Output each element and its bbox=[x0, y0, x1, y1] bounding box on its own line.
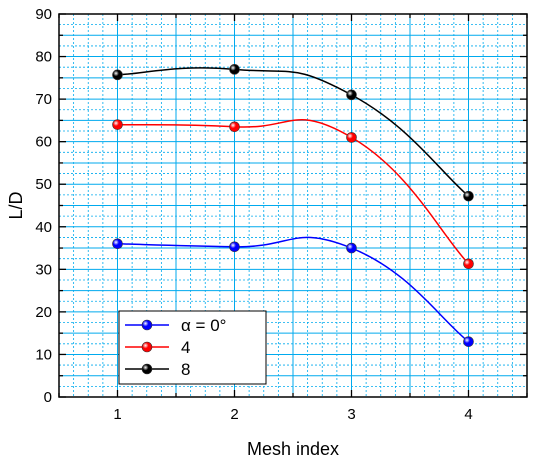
legend-marker bbox=[141, 341, 153, 353]
data-point bbox=[346, 132, 357, 143]
y-tick-label: 70 bbox=[35, 91, 52, 108]
x-tick-label: 3 bbox=[347, 406, 355, 423]
legend-label: 4 bbox=[181, 338, 190, 357]
y-tick-label: 0 bbox=[44, 389, 52, 406]
data-point bbox=[229, 121, 240, 133]
legend: α = 0° 4 8 bbox=[118, 310, 267, 385]
y-tick-label: 10 bbox=[35, 346, 52, 363]
data-point bbox=[112, 69, 123, 81]
data-point bbox=[229, 241, 240, 253]
y-tick-label: 50 bbox=[35, 176, 52, 193]
data-point bbox=[346, 89, 357, 101]
legend-marker bbox=[141, 319, 153, 331]
series-line bbox=[117, 67, 469, 197]
y-tick-label: 20 bbox=[35, 304, 52, 321]
y-tick-label: 40 bbox=[35, 219, 52, 236]
data-point bbox=[112, 119, 123, 130]
y-tick-label: 30 bbox=[35, 261, 52, 278]
data-point bbox=[229, 64, 240, 75]
x-tick-label: 1 bbox=[113, 406, 121, 423]
y-tick-label: 60 bbox=[35, 134, 52, 151]
series-group bbox=[112, 64, 474, 347]
data-point bbox=[463, 190, 474, 202]
data-point bbox=[463, 336, 474, 347]
x-tick-label: 2 bbox=[230, 406, 238, 423]
series-line bbox=[117, 119, 470, 265]
y-tick-label: 80 bbox=[35, 49, 52, 66]
x-axis-title: Mesh index bbox=[247, 439, 339, 459]
data-point bbox=[346, 242, 357, 254]
y-tick-label: 90 bbox=[35, 6, 52, 23]
y-axis-title: L/D bbox=[6, 191, 26, 219]
legend-marker bbox=[141, 363, 153, 375]
data-point bbox=[112, 238, 123, 250]
x-tick-label: 4 bbox=[464, 406, 472, 423]
series-line bbox=[117, 236, 469, 343]
legend-label: α = 0° bbox=[181, 316, 226, 335]
legend-label: 8 bbox=[181, 360, 190, 379]
data-point bbox=[463, 258, 474, 270]
